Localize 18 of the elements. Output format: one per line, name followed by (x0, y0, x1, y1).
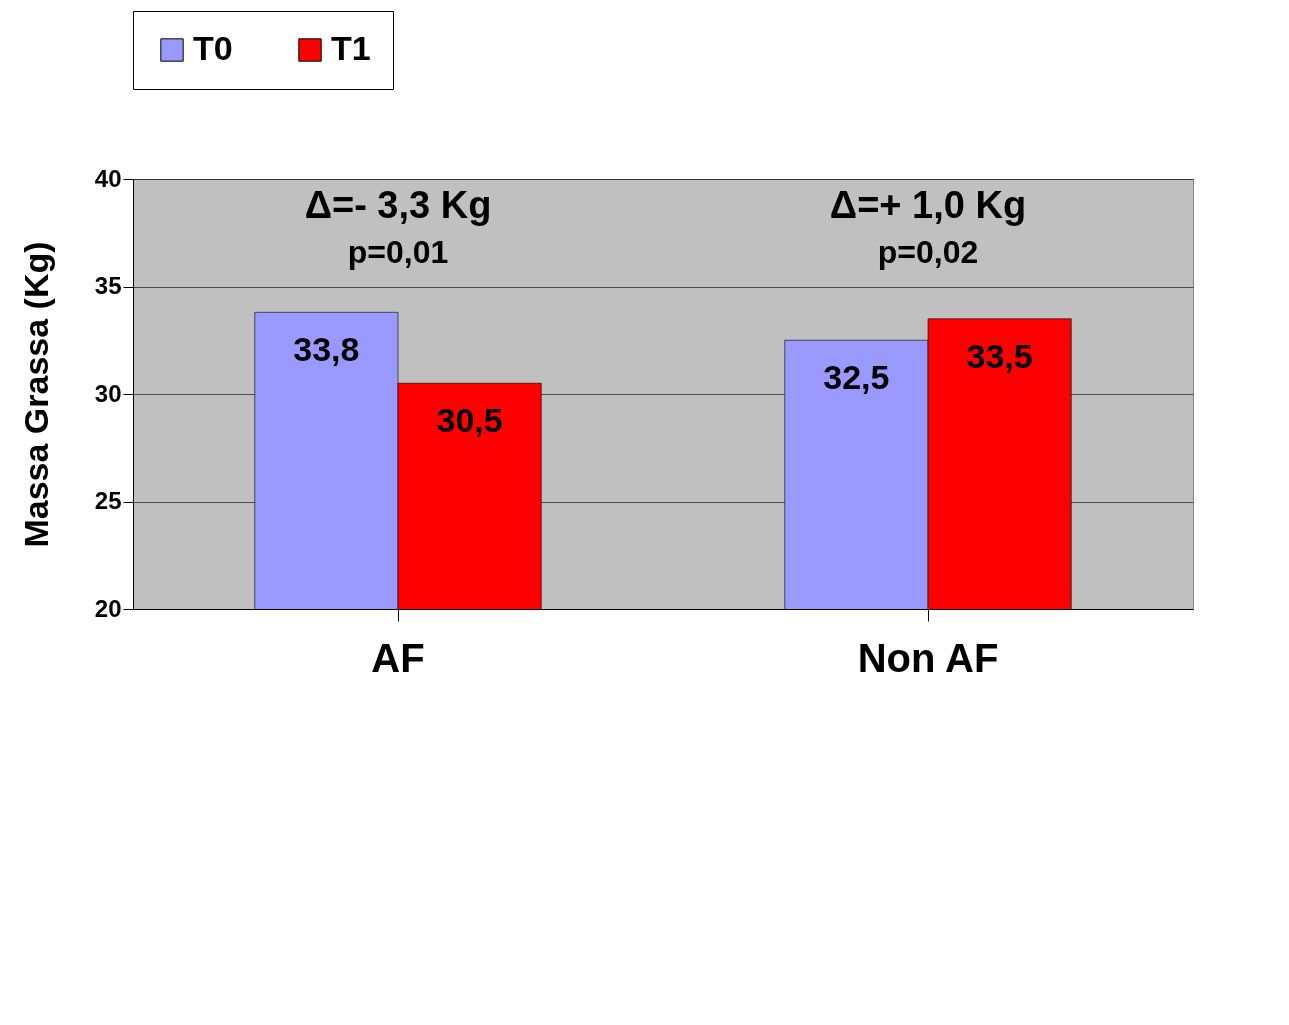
data-label: 33,5 (966, 336, 1033, 375)
y-tick-label: 35 (94, 272, 122, 299)
x-tick-label: Non AF (857, 635, 999, 680)
annotation: Δ=+ 1,0 Kg (829, 184, 1027, 226)
y-tick-label: 25 (94, 487, 122, 514)
x-tick-label: AF (371, 635, 425, 680)
legend-label: T1 (331, 29, 371, 67)
data-label: 33,8 (293, 330, 360, 369)
annotation: p=0,02 (877, 234, 979, 270)
annotation: Δ=- 3,3 Kg (304, 184, 492, 226)
y-tick-label: 40 (94, 164, 122, 192)
legend-label: T0 (193, 29, 233, 67)
y-axis-title: Massa Grassa (Kg) (16, 241, 55, 548)
data-label: 30,5 (436, 401, 503, 440)
annotation: p=0,01 (347, 234, 449, 270)
y-tick-label: 20 (94, 594, 122, 622)
y-tick-label: 30 (94, 379, 122, 407)
data-label: 32,5 (823, 358, 890, 397)
